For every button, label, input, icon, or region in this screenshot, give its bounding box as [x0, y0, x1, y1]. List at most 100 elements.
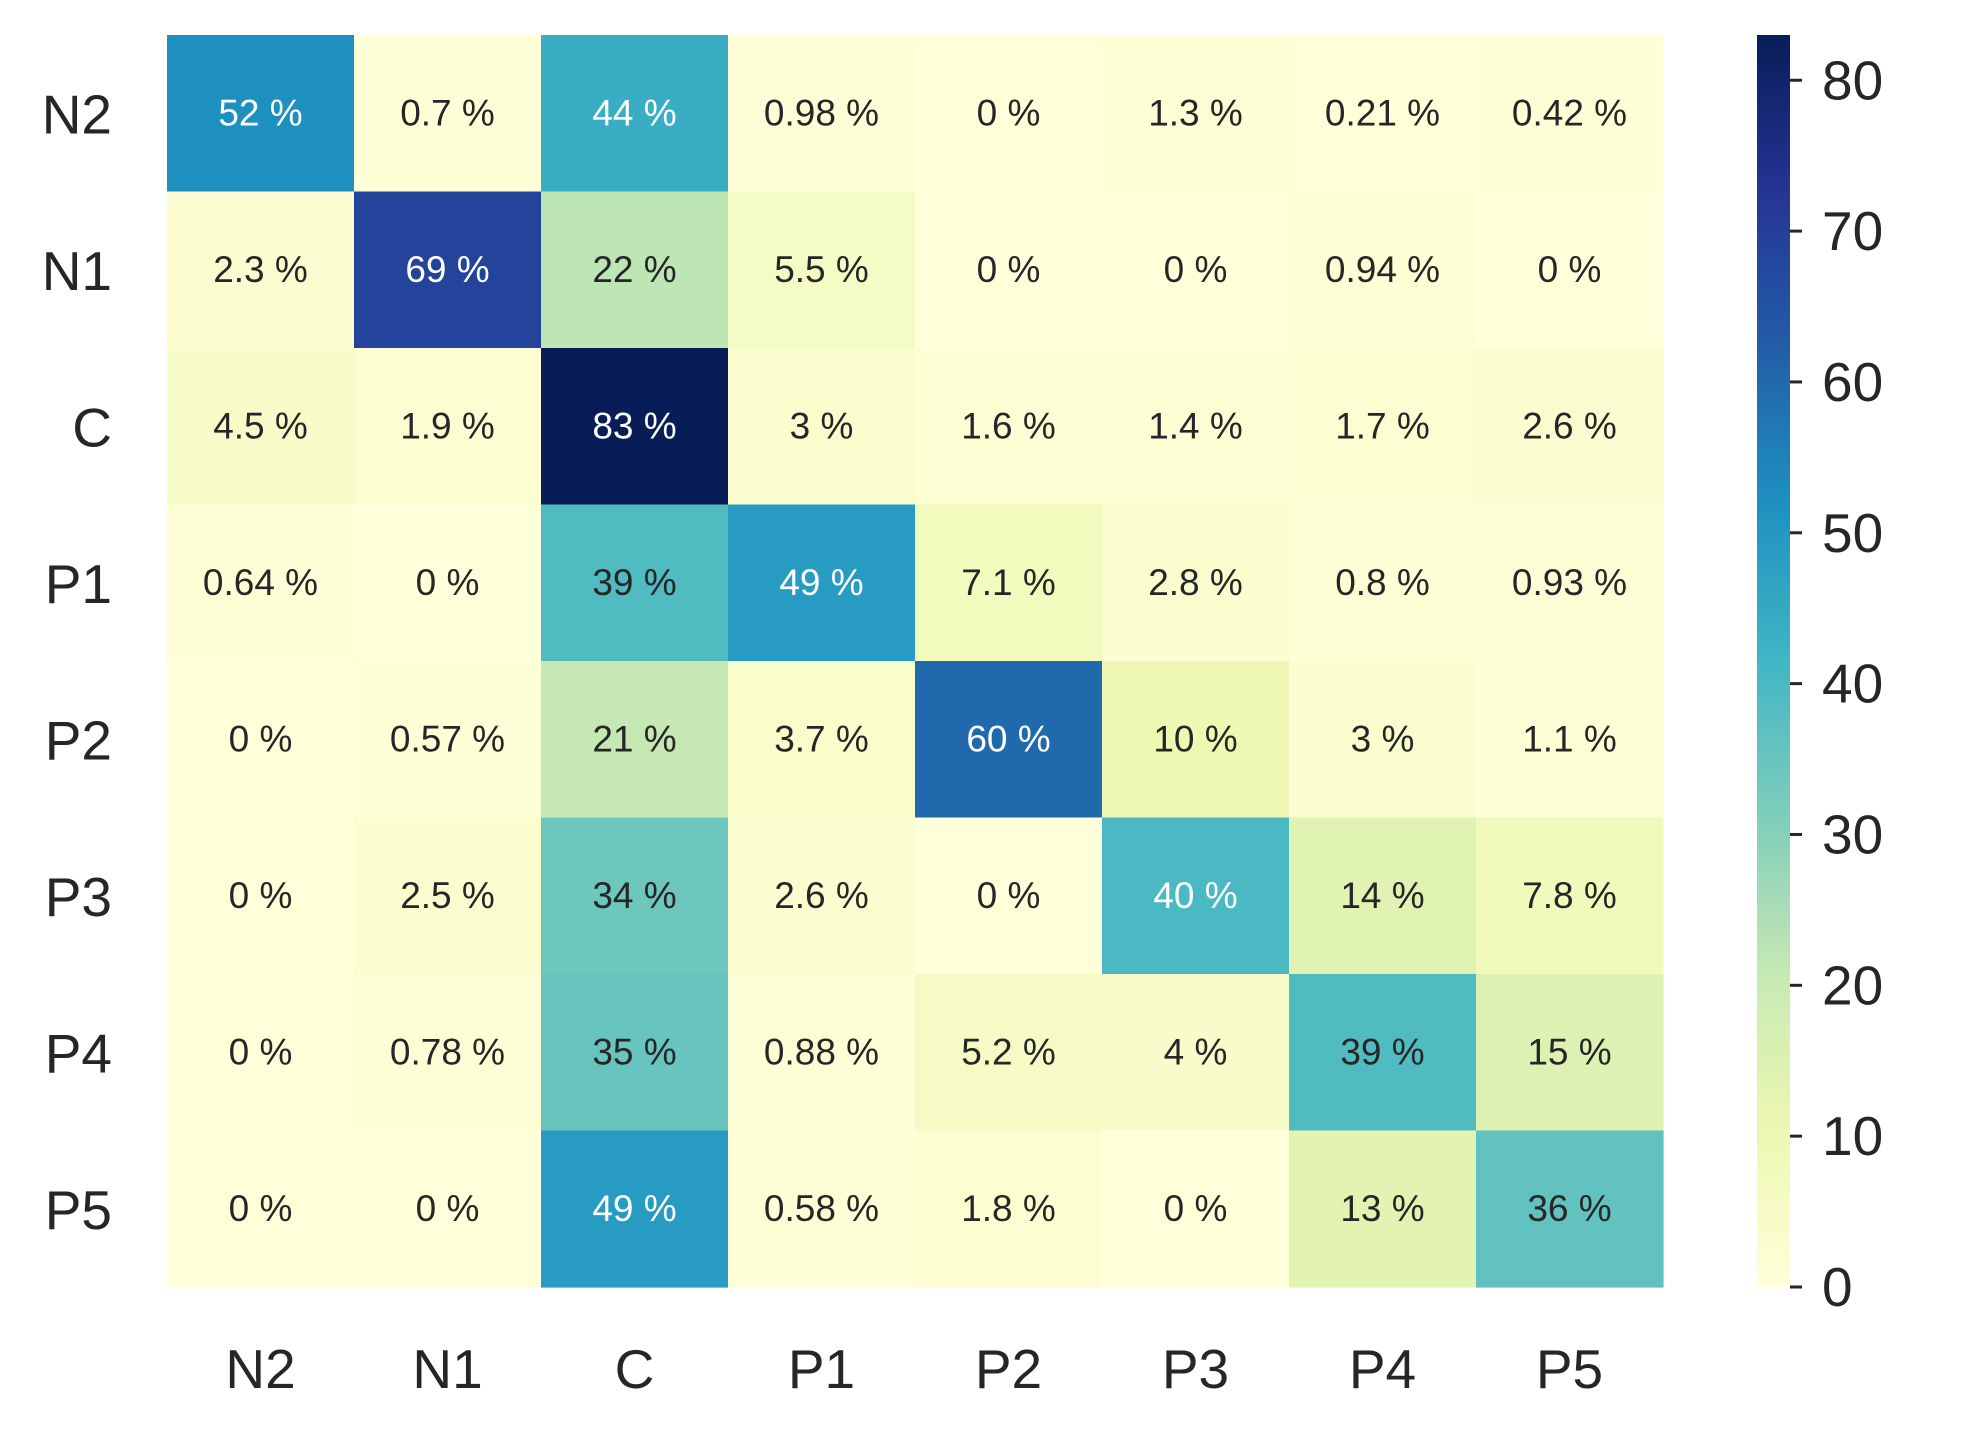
heatmap-cell-C-P5 — [1476, 348, 1664, 506]
row-label-P5: P5 — [45, 1179, 112, 1241]
heatmap-cell-P4-N1 — [354, 974, 542, 1132]
cell-value-label: 39 % — [1340, 1031, 1424, 1072]
cell-value-label: 1.9 % — [400, 405, 495, 446]
heatmap-cell-N2-C — [541, 35, 729, 193]
heatmap-cell-P2-P3 — [1102, 661, 1290, 819]
cell-value-label: 0 % — [416, 562, 480, 603]
heatmap-cell-P4-N2 — [167, 974, 355, 1132]
row-label-P3: P3 — [45, 866, 112, 928]
cell-value-label: 1.1 % — [1522, 718, 1617, 759]
heatmap-cell-P3-P4 — [1289, 817, 1477, 975]
heatmap-cell-C-P3 — [1102, 348, 1290, 506]
cell-value-label: 0 % — [1164, 1188, 1228, 1229]
column-label-P2: P2 — [975, 1338, 1042, 1400]
cell-value-label: 0 % — [1164, 249, 1228, 290]
heatmap-cell-P2-N2 — [167, 661, 355, 819]
row-label-N2: N2 — [42, 83, 112, 145]
heatmap-cell-C-P4 — [1289, 348, 1477, 506]
column-label-N2: N2 — [225, 1338, 295, 1400]
heatmap-cell-P1-P3 — [1102, 504, 1290, 662]
cell-value-label: 3 % — [1351, 718, 1415, 759]
heatmap-cell-P5-P3 — [1102, 1130, 1290, 1288]
cell-value-label: 39 % — [592, 562, 676, 603]
cell-value-label: 2.5 % — [400, 875, 495, 916]
heatmap-cell-P1-P1 — [728, 504, 916, 662]
cell-value-label: 0.58 % — [764, 1188, 879, 1229]
cell-value-label: 2.3 % — [213, 249, 308, 290]
heatmap-cell-P1-P4 — [1289, 504, 1477, 662]
heatmap-cell-P4-P1 — [728, 974, 916, 1132]
heatmap-cell-P5-P4 — [1289, 1130, 1477, 1288]
row-label-P4: P4 — [45, 1022, 112, 1084]
cell-value-label: 69 % — [405, 249, 489, 290]
cell-value-label: 0 % — [229, 1188, 293, 1229]
heatmap-cell-P3-P1 — [728, 817, 916, 975]
cell-value-label: 0.64 % — [203, 562, 318, 603]
column-label-P1: P1 — [788, 1338, 855, 1400]
colorbar-tick-label: 20 — [1822, 954, 1883, 1016]
heatmap-cell-N1-C — [541, 191, 729, 349]
row-label-C: C — [72, 396, 112, 458]
column-label-N1: N1 — [412, 1338, 482, 1400]
heatmap-cell-P2-P4 — [1289, 661, 1477, 819]
heatmap-cell-P5-C — [541, 1130, 729, 1288]
cell-value-label: 0.98 % — [764, 92, 879, 133]
heatmap-cell-N2-P3 — [1102, 35, 1290, 193]
heatmap-cell-N2-P5 — [1476, 35, 1664, 193]
heatmap-cell-N1-N1 — [354, 191, 542, 349]
cell-value-label: 22 % — [592, 249, 676, 290]
cell-value-label: 0 % — [977, 249, 1041, 290]
heatmap-cell-N1-P4 — [1289, 191, 1477, 349]
heatmap-cell-P5-P1 — [728, 1130, 916, 1288]
cell-value-label: 0.78 % — [390, 1031, 505, 1072]
cell-value-label: 5.2 % — [961, 1031, 1056, 1072]
colorbar-tick-label: 0 — [1822, 1256, 1853, 1318]
heatmap-cell-P2-N1 — [354, 661, 542, 819]
heatmap-cell-C-N1 — [354, 348, 542, 506]
cell-value-label: 15 % — [1527, 1031, 1611, 1072]
row-label-P2: P2 — [45, 709, 112, 771]
heatmap-cell-N1-P3 — [1102, 191, 1290, 349]
heatmap-cell-N2-P4 — [1289, 35, 1477, 193]
cell-value-label: 83 % — [592, 405, 676, 446]
heatmap-cell-P5-P5 — [1476, 1130, 1664, 1288]
heatmap-cell-P3-C — [541, 817, 729, 975]
cell-value-label: 0 % — [229, 718, 293, 759]
cell-value-label: 2.6 % — [774, 875, 869, 916]
heatmap-cell-N1-P2 — [915, 191, 1103, 349]
heatmap-cell-P4-P5 — [1476, 974, 1664, 1132]
cell-value-label: 0.57 % — [390, 718, 505, 759]
cell-value-label: 0.21 % — [1325, 92, 1440, 133]
heatmap-cell-P4-P4 — [1289, 974, 1477, 1132]
heatmap-cell-P5-N2 — [167, 1130, 355, 1288]
cell-value-label: 0.42 % — [1512, 92, 1627, 133]
heatmap-cell-P3-P5 — [1476, 817, 1664, 975]
cell-value-label: 1.6 % — [961, 405, 1056, 446]
heatmap-cell-P2-P1 — [728, 661, 916, 819]
cell-value-label: 4.5 % — [213, 405, 308, 446]
row-tick-labels: N2 N1 C P1 P2 P3 P4 P5 — [42, 83, 112, 1241]
heatmap-cell-N2-N1 — [354, 35, 542, 193]
colorbar: 0 10 20 30 40 50 60 70 80 — [1757, 35, 1883, 1318]
cell-value-label: 36 % — [1527, 1188, 1611, 1229]
heatmap-cell-P3-P3 — [1102, 817, 1290, 975]
colorbar-tick-label: 60 — [1822, 351, 1883, 413]
column-label-P3: P3 — [1162, 1338, 1229, 1400]
cell-value-label: 0 % — [229, 875, 293, 916]
heatmap-cell-C-P2 — [915, 348, 1103, 506]
heatmap-cell-P1-C — [541, 504, 729, 662]
heatmap-cell-P3-N2 — [167, 817, 355, 975]
cell-value-label: 0 % — [1538, 249, 1602, 290]
cell-value-label: 60 % — [966, 718, 1050, 759]
colorbar-tick-label: 30 — [1822, 803, 1883, 865]
heatmap-cell-N2-N2 — [167, 35, 355, 193]
cell-value-label: 0 % — [977, 875, 1041, 916]
cell-value-label: 7.1 % — [961, 562, 1056, 603]
cell-value-label: 7.8 % — [1522, 875, 1617, 916]
cell-value-label: 2.6 % — [1522, 405, 1617, 446]
heatmap-cell-P4-P2 — [915, 974, 1103, 1132]
colorbar-tick-label: 50 — [1822, 502, 1883, 564]
colorbar-gradient — [1757, 35, 1790, 1287]
cell-value-label: 1.3 % — [1148, 92, 1243, 133]
cell-value-label: 2.8 % — [1148, 562, 1243, 603]
